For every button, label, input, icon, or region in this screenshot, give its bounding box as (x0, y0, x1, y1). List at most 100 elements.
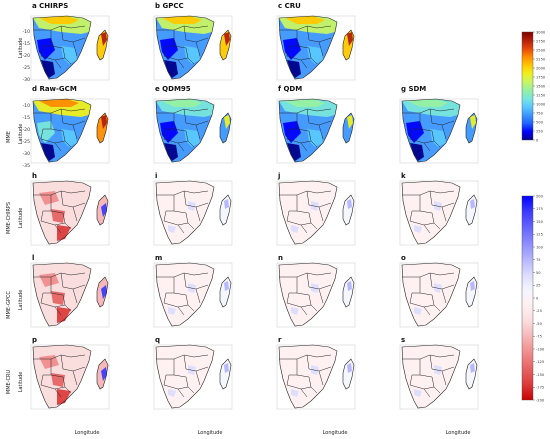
country-border (441, 284, 455, 290)
country-border (72, 37, 86, 43)
panel-frame (153, 180, 233, 246)
field-region (57, 389, 71, 405)
bias-colorbar: 200 175 150 125 100 75 50 25 0 -25 -50 -75 -100 -125 -… (521, 194, 545, 402)
country-border (423, 140, 435, 144)
bias-panel-m: m (153, 254, 233, 328)
field-region (285, 16, 325, 24)
country-border (429, 190, 447, 222)
longitude-label-col4: Longitude (446, 430, 471, 436)
land-region (402, 345, 460, 408)
panel-frame (30, 98, 110, 164)
country-border (163, 359, 175, 386)
panel-title-s: s (401, 336, 405, 344)
country-border (195, 284, 209, 290)
madagascar-outline (219, 194, 232, 226)
country-border (173, 128, 195, 148)
colorbar-tick-label: 250 (536, 129, 544, 133)
field-region (41, 143, 55, 161)
field-region (291, 225, 299, 233)
bias-panel-i: i (153, 172, 233, 246)
row-label-mme-gpcc: MME-GPCC (6, 291, 12, 319)
latitude-label-row3: Latitude (18, 208, 24, 229)
latitude-label-row4: Latitude (18, 290, 24, 311)
panel-frame (153, 262, 233, 328)
panel-frame (276, 15, 356, 81)
field-region (168, 307, 176, 315)
field-region (101, 203, 107, 217)
country-border (419, 210, 441, 230)
field-region (101, 367, 107, 381)
country-border (173, 374, 195, 394)
country-border (306, 272, 324, 304)
madagascar-outline (342, 112, 355, 144)
country-border (60, 272, 78, 304)
panel-frame (399, 98, 479, 164)
land-region (402, 263, 460, 326)
country-border (54, 304, 66, 308)
field-region (470, 199, 475, 209)
coastline (155, 262, 215, 327)
field-region (347, 281, 352, 291)
country-border (40, 113, 52, 140)
field-region (39, 191, 59, 205)
colorbar-tick-label: 2500 (536, 48, 546, 52)
madagascar-outline (96, 29, 109, 61)
country-border (318, 120, 332, 126)
country-border (183, 354, 201, 386)
madagascar-outline (342, 276, 355, 308)
country-border (441, 120, 455, 126)
colorbar-tick-label: -125 (536, 360, 544, 364)
panel-title-n: n (278, 254, 283, 262)
row-label-mme-cru: MME-CRU (6, 370, 12, 395)
lat-tick: -30 (22, 151, 30, 157)
country-border (183, 272, 201, 304)
field-region (184, 129, 200, 147)
madagascar-outline (342, 29, 355, 61)
country-border (296, 45, 318, 65)
longitude-label-col3: Longitude (323, 430, 348, 436)
field-region (410, 143, 424, 161)
country-border (409, 113, 421, 140)
country-border (195, 366, 209, 372)
field-region (414, 389, 422, 397)
field-region (184, 46, 200, 64)
field-region (39, 16, 79, 24)
bias-panel-o: o (399, 254, 479, 328)
country-border (423, 386, 435, 390)
country-border (177, 222, 189, 226)
panel-title-cru: c CRU (278, 2, 301, 10)
panel-title-qdm: f QDM (278, 85, 302, 93)
precip-colorbar-ticks: 0 250 500 750 1000 1250 1500 1750 2000 2250 2500 27… (533, 30, 546, 142)
panel-frame (276, 180, 356, 246)
colorbar-tick-label: -200 (536, 398, 545, 402)
country-border (306, 190, 324, 222)
country-border (60, 25, 78, 57)
colorbar-tick-label: 2250 (536, 57, 546, 61)
colorbar-tick-label: 100 (536, 245, 544, 249)
panel-frame (153, 98, 233, 164)
coastline (401, 180, 461, 245)
land-region (156, 181, 214, 244)
bias-panel-l: l (30, 254, 110, 328)
country-border (50, 292, 72, 312)
field-region (61, 46, 77, 64)
colorbar-tick-label: -100 (536, 347, 545, 351)
lat-tick: -30 (22, 77, 30, 83)
panel-title-p: p (32, 336, 37, 344)
lat-tick: -10 (22, 103, 30, 109)
panel-frame (153, 15, 233, 81)
field-region (39, 273, 59, 287)
country-border (300, 222, 312, 226)
colorbar-tick-label: 2750 (536, 39, 546, 43)
country-border (60, 190, 78, 222)
map-panel-raw-gcm: d Raw-GCM (30, 85, 110, 164)
field-region (164, 143, 178, 161)
panel-title-gpcc: b GPCC (155, 2, 184, 10)
country-border (54, 222, 66, 226)
country-border (177, 57, 189, 61)
madagascar-outline (342, 194, 355, 226)
country-border (54, 140, 66, 144)
panel-title-l: l (32, 254, 34, 262)
madagascar-outline (96, 276, 109, 308)
